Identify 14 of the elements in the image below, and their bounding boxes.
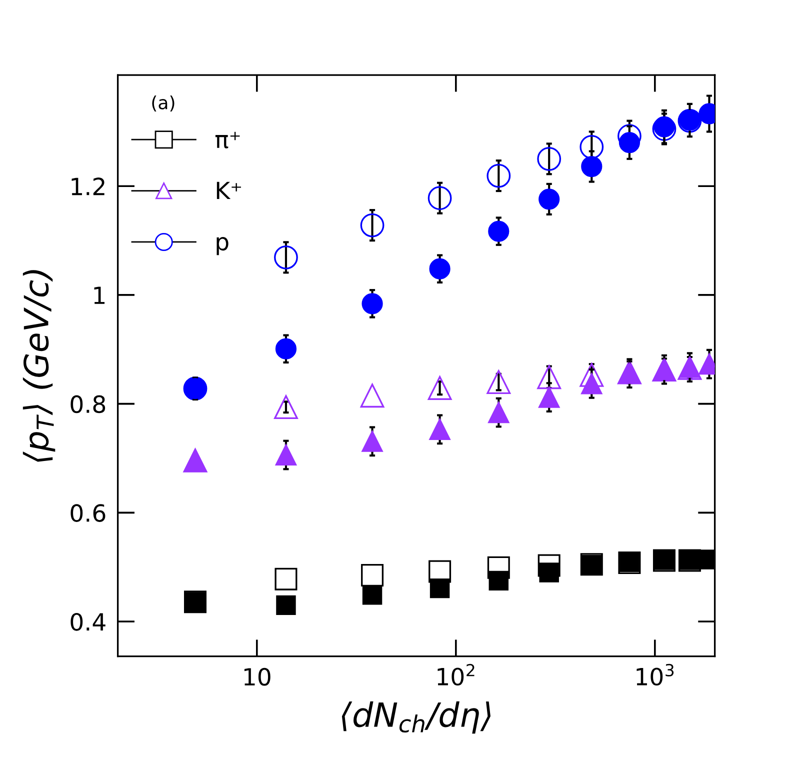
y-tick-label: 0.6 <box>70 504 106 522</box>
x-tick-label: 10 <box>244 668 270 686</box>
x-axis-title: ⟨dN$_{ch}$/dη⟩ <box>342 701 490 734</box>
legend-label: p <box>216 237 228 256</box>
legend-label: K⁺ <box>216 182 241 200</box>
y-tick-label: 1.2 <box>72 178 104 196</box>
y-axis-title: ⟨p$_{T}$⟩ (GeV/c) <box>22 270 56 462</box>
legend-label: π⁺ <box>215 132 240 148</box>
x-tick-label: 10$^{3}$ <box>636 664 674 686</box>
x-tick-label: 10$^{2}$ <box>438 664 474 686</box>
y-tick-label: 0.8 <box>70 395 106 414</box>
y-tick-label: 0.4 <box>70 612 106 631</box>
annotation: (a) <box>152 95 174 112</box>
y-tick-label: 1 <box>94 286 105 304</box>
